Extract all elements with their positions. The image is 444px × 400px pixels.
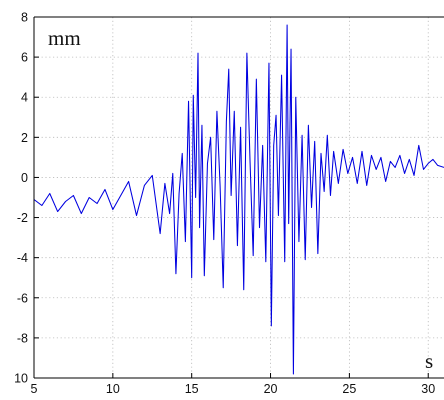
- x-tick-label: 15: [185, 382, 199, 396]
- signal-series: [33, 24, 444, 375]
- x-tick-label: 30: [421, 382, 435, 396]
- y-tick-label: -8: [17, 331, 28, 345]
- x-unit-label: s: [425, 349, 433, 373]
- y-tick-label: 10: [14, 372, 28, 386]
- y-tick-label: -2: [17, 211, 28, 225]
- x-tick-label: 25: [342, 382, 356, 396]
- y-tick-label: 2: [21, 131, 28, 145]
- y-unit-label: mm: [48, 26, 81, 50]
- x-tick-label: 5: [31, 382, 38, 396]
- y-tick-label: 4: [21, 91, 28, 105]
- grid: [34, 17, 444, 378]
- x-tick-label: 10: [106, 382, 120, 396]
- signal-line: [33, 24, 444, 375]
- y-tick-label: -6: [17, 291, 28, 305]
- y-tick-label: -4: [17, 251, 28, 265]
- x-tick-label: 20: [264, 382, 278, 396]
- y-tick-label: 0: [21, 171, 28, 185]
- y-tick-label: 6: [21, 51, 28, 65]
- y-tick-label: 8: [21, 11, 28, 25]
- axes: [33, 16, 444, 379]
